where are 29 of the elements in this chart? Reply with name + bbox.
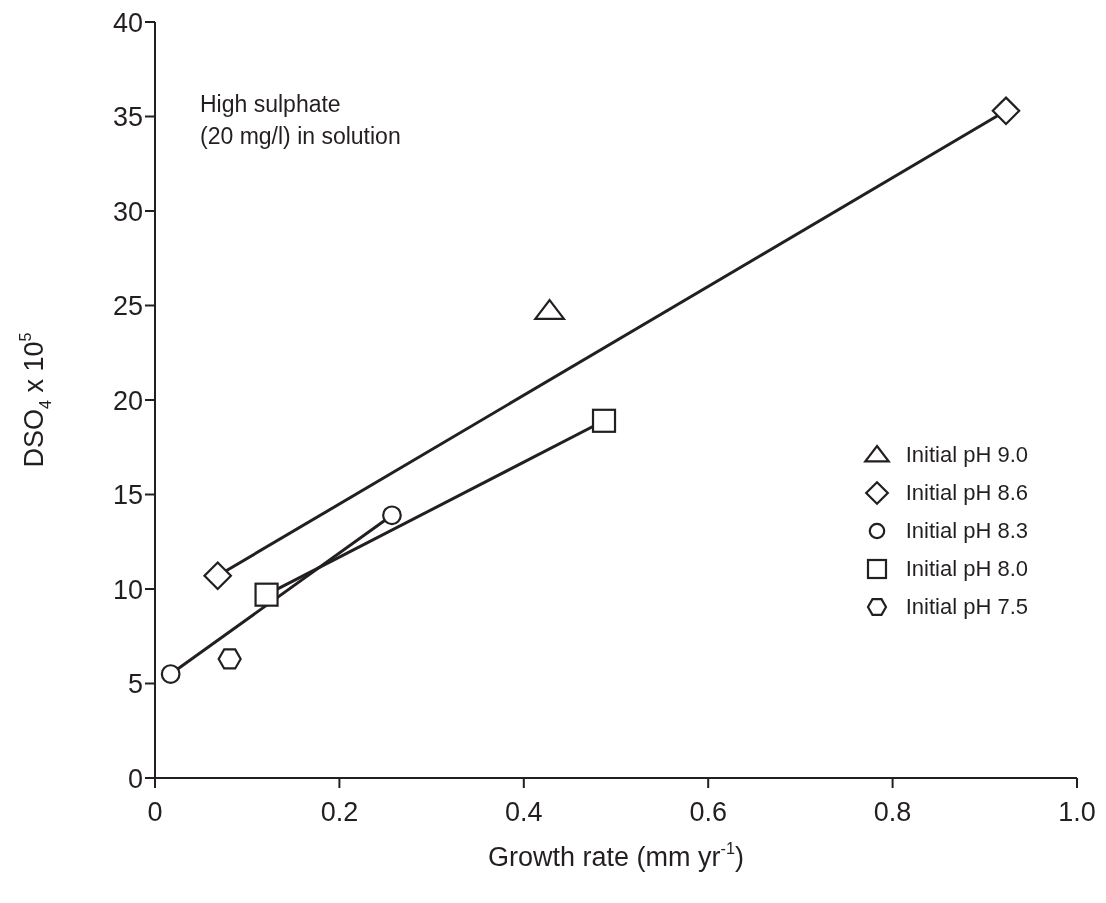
point [254, 582, 279, 607]
legend-label: Initial pH 8.0 [905, 556, 1028, 582]
y-tick-label: 25 [112, 291, 143, 322]
point [991, 96, 1021, 126]
x-tick-label: 0.8 [873, 797, 912, 828]
x-tick-label: 0.4 [505, 797, 543, 828]
y-tick-label: 15 [112, 480, 143, 511]
x-tick-label: 1.0 [1058, 797, 1096, 828]
y-tick-label: 5 [127, 669, 143, 700]
legend-label: Initial pH 8.3 [905, 518, 1028, 544]
x-axis-title: Growth rate (mm yr$^{-1}$) [488, 838, 744, 872]
x-tick-label: 0 [147, 797, 163, 828]
legend-label: Initial pH 7.5 [905, 594, 1028, 620]
x-tick-label: 0.6 [689, 797, 727, 828]
point [382, 505, 402, 526]
y-tick-label: 0 [127, 763, 143, 794]
legend-label: Initial pH 8.6 [905, 480, 1028, 506]
y-tick-label: 40 [112, 7, 143, 38]
point [203, 561, 232, 591]
annotation: High sulphate (20 mg/l) in solution [200, 90, 401, 151]
legend-label: Initial pH 9.0 [905, 442, 1028, 468]
y-tick-label: 20 [112, 385, 143, 416]
x-tick-label: 0.2 [320, 797, 359, 828]
point [217, 648, 242, 670]
point [591, 408, 617, 433]
y-tick-label: 35 [112, 102, 143, 133]
y-tick-label: 10 [112, 574, 143, 605]
y-tick-label: 30 [112, 196, 143, 227]
point [160, 664, 181, 684]
